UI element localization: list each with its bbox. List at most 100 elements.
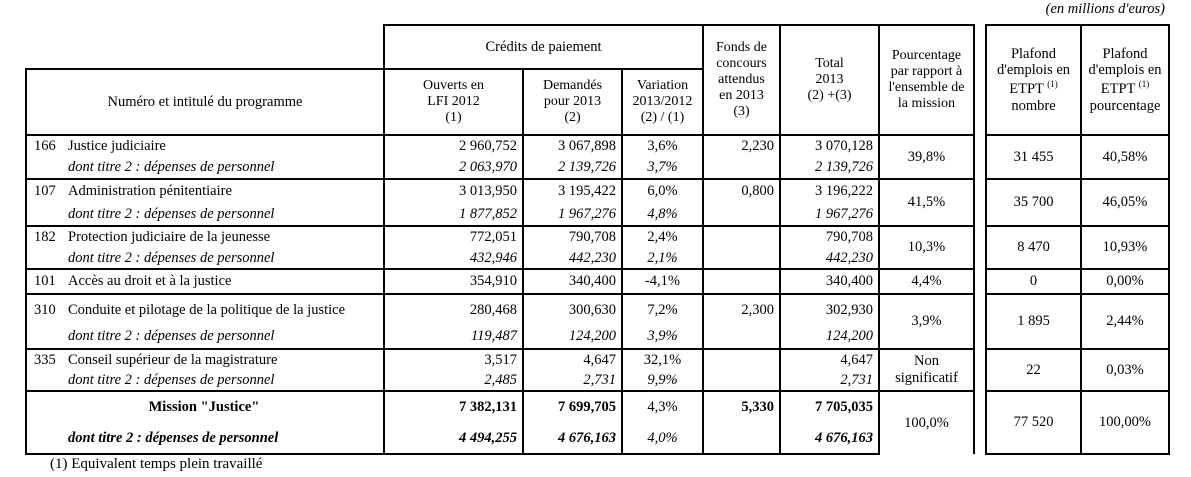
program-row: 107 Administration pénitentiaire 3 013,95… — [25, 178, 975, 226]
program-code: 335 — [34, 351, 56, 368]
table-row: Plafond d'emplois en ETPT (1) nombre Pla… — [985, 24, 1170, 136]
cell-ouverts: 280,468 — [383, 293, 524, 325]
dont-row: dont titre 2 : dépenses de personnel 432… — [25, 248, 974, 270]
cell-ouverts: 3,517 — [383, 348, 524, 370]
cell-demandes: 4 676,163 — [522, 423, 623, 455]
cell-demandes: 2 139,726 — [522, 157, 623, 180]
cell-variation: 3,6% — [621, 134, 704, 157]
cell-demandes: 124,200 — [522, 325, 623, 350]
dont-row: dont titre 2 : dépenses de personnel 2,4… — [25, 370, 974, 392]
mission-total-group: Mission "Justice" 7 382,131 7 699,705 4,… — [25, 390, 975, 455]
program-code: 166 — [34, 138, 56, 155]
cell-total: 2,731 — [779, 370, 880, 392]
etpt-row-335: 22 0,03% — [985, 348, 1170, 392]
cell-fonds-empty — [702, 370, 781, 392]
mission-total-row: Mission "Justice" 7 382,131 7 699,705 4,… — [25, 390, 975, 454]
cell-total: 790,708 — [779, 225, 880, 248]
cell-fonds: 0,800 — [702, 178, 781, 203]
etpt-header-prefix: Plafond d'emplois en — [996, 45, 1071, 79]
program-row: 310 Conduite et pilotage de la politique … — [25, 293, 975, 349]
program-row: 101 Accès au droit et à la justice 354,91… — [25, 268, 975, 295]
cell-etpt-pourcentage: 0,03% — [1080, 348, 1170, 392]
cell-fonds-empty — [702, 423, 781, 455]
cell-fonds — [702, 268, 781, 295]
program-group-335: 335 Conseil supérieur de la magistrature … — [25, 348, 975, 392]
tables-container: Crédits de paiement Fonds de concours at… — [25, 24, 1170, 455]
etpt-table: Plafond d'emplois en ETPT (1) nombre Pla… — [985, 24, 1170, 455]
cell-etpt-pourcentage: 46,05% — [1080, 178, 1170, 227]
dont-row: dont titre 2 : dépenses de personnel 119… — [25, 325, 974, 350]
demandes-header: Demandés pour 2013 (2) — [522, 68, 623, 136]
cell-fonds-empty — [702, 203, 781, 227]
corner-blank-cell — [26, 25, 384, 69]
cell-variation: 4,8% — [621, 203, 704, 227]
program-group-107: 107 Administration pénitentiaire 3 013,95… — [25, 178, 975, 227]
cell-ouverts: 4 494,255 — [383, 423, 524, 455]
cell-total: 340,400 — [779, 268, 880, 295]
pourcentage-header: Pourcentage par rapport à l'ensemble de … — [878, 24, 975, 136]
cell-fonds — [702, 225, 781, 248]
mission-title: Mission "Justice" — [25, 390, 385, 423]
cell-etpt-nombre: 31 455 — [985, 134, 1082, 180]
cell-demandes: 7 699,705 — [522, 390, 623, 423]
program-code: 101 — [34, 273, 56, 290]
program-group-101: 101 Accès au droit et à la justice 354,91… — [25, 268, 975, 295]
cell-demandes: 3 067,898 — [522, 134, 623, 157]
program-cell: 335 Conseil supérieur de la magistrature — [25, 348, 385, 370]
cell-ouverts: 2 063,970 — [383, 157, 524, 180]
cell-etpt-pourcentage: 0,00% — [1080, 268, 1170, 295]
dont-row: dont titre 2 : dépenses de personnel 1 8… — [25, 203, 974, 227]
cell-total: 3 196,222 — [779, 178, 880, 203]
etpt-header-acronym: ETPT — [1009, 80, 1048, 97]
cell-fonds — [702, 348, 781, 370]
cell-total: 4 676,163 — [779, 423, 880, 455]
cell-total: 4,647 — [779, 348, 880, 370]
unit-note: (en millions d'euros) — [1045, 1, 1165, 17]
program-name: Justice judiciaire — [68, 138, 166, 155]
cell-total: 302,930 — [779, 293, 880, 325]
cell-etpt-nombre: 22 — [985, 348, 1082, 392]
cell-pourcentage: 39,8% — [878, 134, 975, 179]
etpt-row-107: 35 700 46,05% — [985, 178, 1170, 227]
cell-variation: 3,9% — [621, 325, 704, 350]
cell-fonds-empty — [702, 157, 781, 180]
program-name: Administration pénitentiaire — [68, 183, 232, 200]
cell-pourcentage: 4,4% — [878, 268, 975, 295]
cell-etpt-nombre: 77 520 — [985, 390, 1082, 455]
program-name: Conseil supérieur de la magistrature — [68, 351, 278, 368]
program-group-182: 182 Protection judiciaire de la jeunesse … — [25, 225, 975, 270]
cell-demandes: 4,647 — [522, 348, 623, 370]
cell-variation: 6,0% — [621, 178, 704, 203]
dont-label: dont titre 2 : dépenses de personnel — [25, 203, 385, 227]
cell-ouverts: 354,910 — [383, 268, 524, 295]
program-header: Numéro et intitulé du programme — [25, 68, 385, 136]
cell-total: 124,200 — [779, 325, 880, 350]
cell-etpt-pourcentage: 100,00% — [1080, 390, 1170, 455]
cell-fonds: 2,230 — [702, 134, 781, 157]
program-cell: 182 Protection judiciaire de la jeunesse — [25, 225, 385, 248]
cell-variation: 7,2% — [621, 293, 704, 325]
cell-pourcentage: 100,0% — [878, 390, 975, 454]
cell-etpt-pourcentage: 40,58% — [1080, 134, 1170, 180]
cell-total: 2 139,726 — [779, 157, 880, 180]
cell-ouverts: 3 013,950 — [383, 178, 524, 203]
cell-etpt-pourcentage: 2,44% — [1080, 293, 1170, 350]
footnote: (1) Equivalent temps plein travaillé — [50, 456, 263, 472]
cell-ouverts: 2,485 — [383, 370, 524, 392]
cell-variation: -4,1% — [621, 268, 704, 295]
cell-demandes: 442,230 — [522, 248, 623, 270]
program-code: 107 — [34, 183, 56, 200]
etpt-footnote-marker: (1) — [1047, 79, 1058, 90]
table-row: Numéro et intitulé du programme Ouverts … — [25, 68, 974, 136]
cell-pourcentage: Non significatif — [878, 348, 975, 391]
dont-label: dont titre 2 : dépenses de personnel — [25, 325, 385, 350]
cell-etpt-nombre: 0 — [985, 268, 1082, 295]
dont-row: dont titre 2 : dépenses de personnel 2 0… — [25, 157, 974, 180]
dont-label: dont titre 2 : dépenses de personnel — [25, 423, 385, 455]
program-cell: 310 Conduite et pilotage de la politique … — [25, 293, 385, 325]
program-cell: 166 Justice judiciaire — [25, 134, 385, 157]
etpt-nombre-header: Plafond d'emplois en ETPT (1) nombre — [985, 24, 1082, 136]
dont-label: dont titre 2 : dépenses de personnel — [25, 370, 385, 392]
cell-demandes: 300,630 — [522, 293, 623, 325]
